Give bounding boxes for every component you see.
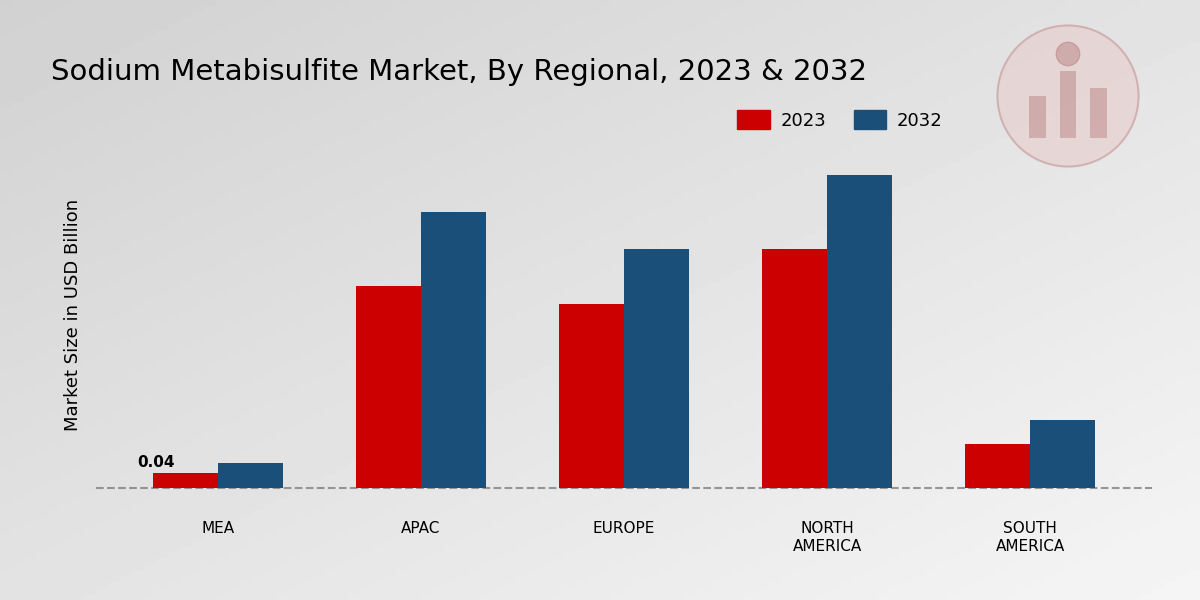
Circle shape [997, 25, 1139, 167]
Bar [965, 444, 1030, 488]
Bar [218, 463, 283, 488]
Bar [356, 286, 421, 488]
Bar [827, 175, 892, 488]
Circle shape [1056, 42, 1080, 66]
Bar [152, 473, 218, 488]
Bar [1030, 420, 1096, 488]
Y-axis label: Market Size in USD Billion: Market Size in USD Billion [64, 199, 82, 431]
Bar [624, 249, 689, 488]
Bar [1090, 88, 1106, 138]
Bar [1030, 96, 1046, 138]
Bar [559, 304, 624, 488]
Bar [1060, 71, 1076, 138]
Bar [762, 249, 827, 488]
Text: 0.04: 0.04 [138, 455, 175, 470]
Legend: 2023, 2032: 2023, 2032 [730, 103, 950, 137]
Bar [421, 212, 486, 488]
Text: Sodium Metabisulfite Market, By Regional, 2023 & 2032: Sodium Metabisulfite Market, By Regional… [50, 58, 866, 86]
